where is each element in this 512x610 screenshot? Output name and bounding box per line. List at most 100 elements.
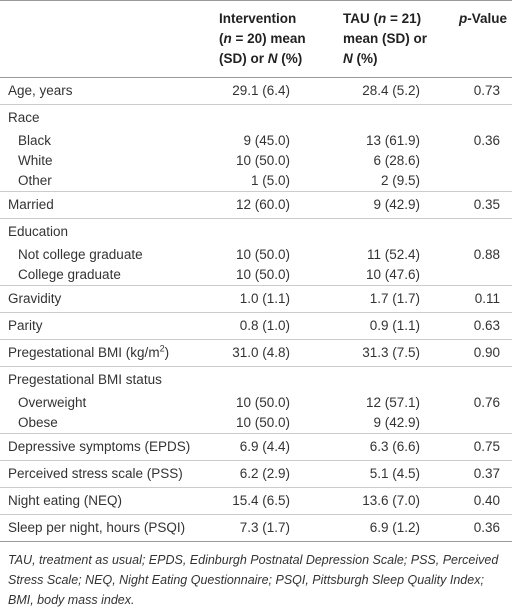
table-cell: Not college graduate: [18, 247, 143, 262]
header-row: Intervention (n = 20) mean (SD) or N (%) T…: [0, 0, 512, 78]
header-text: (SD) or: [219, 51, 268, 66]
table-row: Other 1 (5.0) 2 (9.5): [0, 171, 512, 192]
table-cell: Parity: [0, 312, 205, 340]
header-text: = 21): [386, 11, 422, 26]
table-cell: 10 (50.0): [235, 153, 290, 168]
table-cell: 0.90: [455, 339, 512, 367]
table-cell: [455, 265, 512, 286]
table-cell: 9 (45.0): [243, 133, 290, 148]
table-cell: [455, 413, 512, 434]
group-label: Race: [0, 104, 512, 131]
table-cell: 0.88: [473, 247, 500, 262]
header-cell: [0, 0, 205, 78]
header-cell: Intervention (n = 20) mean (SD) or N (%): [205, 0, 335, 78]
table-row: Perceived stress scale (PSS) 6.2 (2.9) 5.1…: [0, 460, 512, 488]
group-label: Education: [0, 218, 512, 245]
group-label: Pregestational BMI status: [0, 366, 512, 393]
table-cell: 7.3 (1.7): [205, 514, 335, 542]
table-cell: 1 (5.0): [250, 173, 290, 188]
table-cell: 6.9 (4.4): [205, 433, 335, 461]
table-cell: 10 (50.0): [235, 395, 290, 410]
header-text: p: [459, 11, 468, 26]
table-cell: 0.75: [455, 433, 512, 461]
table-cell: Night eating (NEQ): [0, 487, 205, 515]
table-row: College graduate 10 (50.0) 10 (47.6): [0, 265, 512, 286]
table-cell: Pregestational BMI (kg/m2): [0, 339, 205, 367]
table-cell: Age, years: [8, 83, 73, 98]
table-row: Parity 0.8 (1.0) 0.9 (1.1) 0.63: [0, 312, 512, 340]
table-row: Depressive symptoms (EPDS) 6.9 (4.4) 6.3 (…: [0, 433, 512, 461]
table-cell: Sleep per night, hours (PSQI): [0, 514, 205, 542]
table-row: Night eating (NEQ) 15.4 (6.5) 13.6 (7.0) 0.…: [0, 487, 512, 515]
table-cell: 31.3 (7.5): [335, 339, 455, 367]
header-text: n: [378, 11, 387, 26]
cell-text: ): [164, 345, 170, 360]
table-cell: 31.0 (4.8): [205, 339, 335, 367]
header-text: N: [343, 51, 353, 66]
table-cell: 13 (61.9): [365, 133, 420, 148]
table-row: Pregestational BMI (kg/m2) 31.0 (4.8) 31.3…: [0, 339, 512, 367]
header-text: TAU (: [343, 11, 378, 26]
table-cell: 10 (47.6): [365, 267, 420, 282]
table-row: Sleep per night, hours (PSQI) 7.3 (1.7) 6.…: [0, 514, 512, 542]
table-cell: 1.7 (1.7): [335, 285, 455, 313]
header-text: = 20) mean: [231, 31, 306, 46]
table-cell: 0.11: [455, 285, 512, 313]
header-text: n: [223, 31, 232, 46]
table-cell: Overweight: [18, 395, 87, 410]
table-cell: 12 (60.0): [205, 191, 335, 219]
table-cell: Gravidity: [0, 285, 205, 313]
header-text: (: [219, 31, 224, 46]
table-row: Age, years 29.1 (6.4) 28.4 (5.2) 0.73: [0, 78, 512, 105]
table-cell: 0.63: [455, 312, 512, 340]
table-cell: 0.73: [473, 83, 500, 98]
group-row: Race: [0, 104, 512, 131]
header-text: N: [267, 51, 278, 66]
table-cell: 12 (57.1): [365, 395, 420, 410]
table-row: Gravidity 1.0 (1.1) 1.7 (1.7) 0.11: [0, 285, 512, 313]
cell-text: 2: [159, 343, 165, 354]
table-cell: 28.4 (5.2): [362, 83, 420, 98]
table-cell: Depressive symptoms (EPDS): [0, 433, 205, 461]
header-text: (%): [352, 51, 378, 66]
table-row: Black 9 (45.0) 13 (61.9) 0.36: [0, 131, 512, 151]
table-cell: White: [18, 153, 53, 168]
table-cell: 2 (9.5): [380, 173, 420, 188]
table-row: Married 12 (60.0) 9 (42.9) 0.35: [0, 191, 512, 219]
data-table: Intervention (n = 20) mean (SD) or N (%) T…: [0, 0, 512, 542]
table-cell: 10 (50.0): [235, 247, 290, 262]
table-cell: 11 (52.4): [366, 247, 420, 262]
table-cell: Black: [18, 133, 52, 148]
table-cell: 0.36: [473, 133, 500, 148]
table-cell: Married: [0, 191, 205, 219]
table-cell: 1.0 (1.1): [205, 285, 335, 313]
table-cell: 10 (50.0): [235, 415, 290, 430]
cell-text: Pregestational BMI (kg/m: [8, 345, 160, 360]
table-cell: 5.1 (4.5): [335, 460, 455, 488]
table-cell: 0.36: [455, 514, 512, 542]
table-cell: Obese: [18, 415, 58, 430]
table-cell: 29.1 (6.4): [232, 83, 290, 98]
header-text: Intervention: [219, 11, 297, 26]
table-row: White 10 (50.0) 6 (28.6): [0, 151, 512, 171]
table-cell: 13.6 (7.0): [335, 487, 455, 515]
table-row: Obese 10 (50.0) 9 (42.9): [0, 413, 512, 434]
header-text: mean (SD) or: [343, 31, 428, 46]
table-cell: 6.2 (2.9): [205, 460, 335, 488]
header-cell: p-Value: [455, 0, 512, 78]
table-cell: 6 (28.6): [373, 153, 420, 168]
table-cell: [455, 151, 512, 171]
table-cell: 0.37: [455, 460, 512, 488]
table-cell: 0.40: [455, 487, 512, 515]
table-cell: [455, 171, 512, 192]
header-cell: TAU (n = 21) mean (SD) or N (%): [335, 0, 455, 78]
header-text: -Value: [467, 11, 508, 26]
table-cell: Perceived stress scale (PSS): [0, 460, 205, 488]
table-cell: 6.3 (6.6): [335, 433, 455, 461]
table-cell: 0.8 (1.0): [205, 312, 335, 340]
table-row: Overweight 10 (50.0) 12 (57.1) 0.76: [0, 393, 512, 413]
table-cell: 0.76: [473, 395, 500, 410]
table-cell: Other: [18, 173, 52, 188]
